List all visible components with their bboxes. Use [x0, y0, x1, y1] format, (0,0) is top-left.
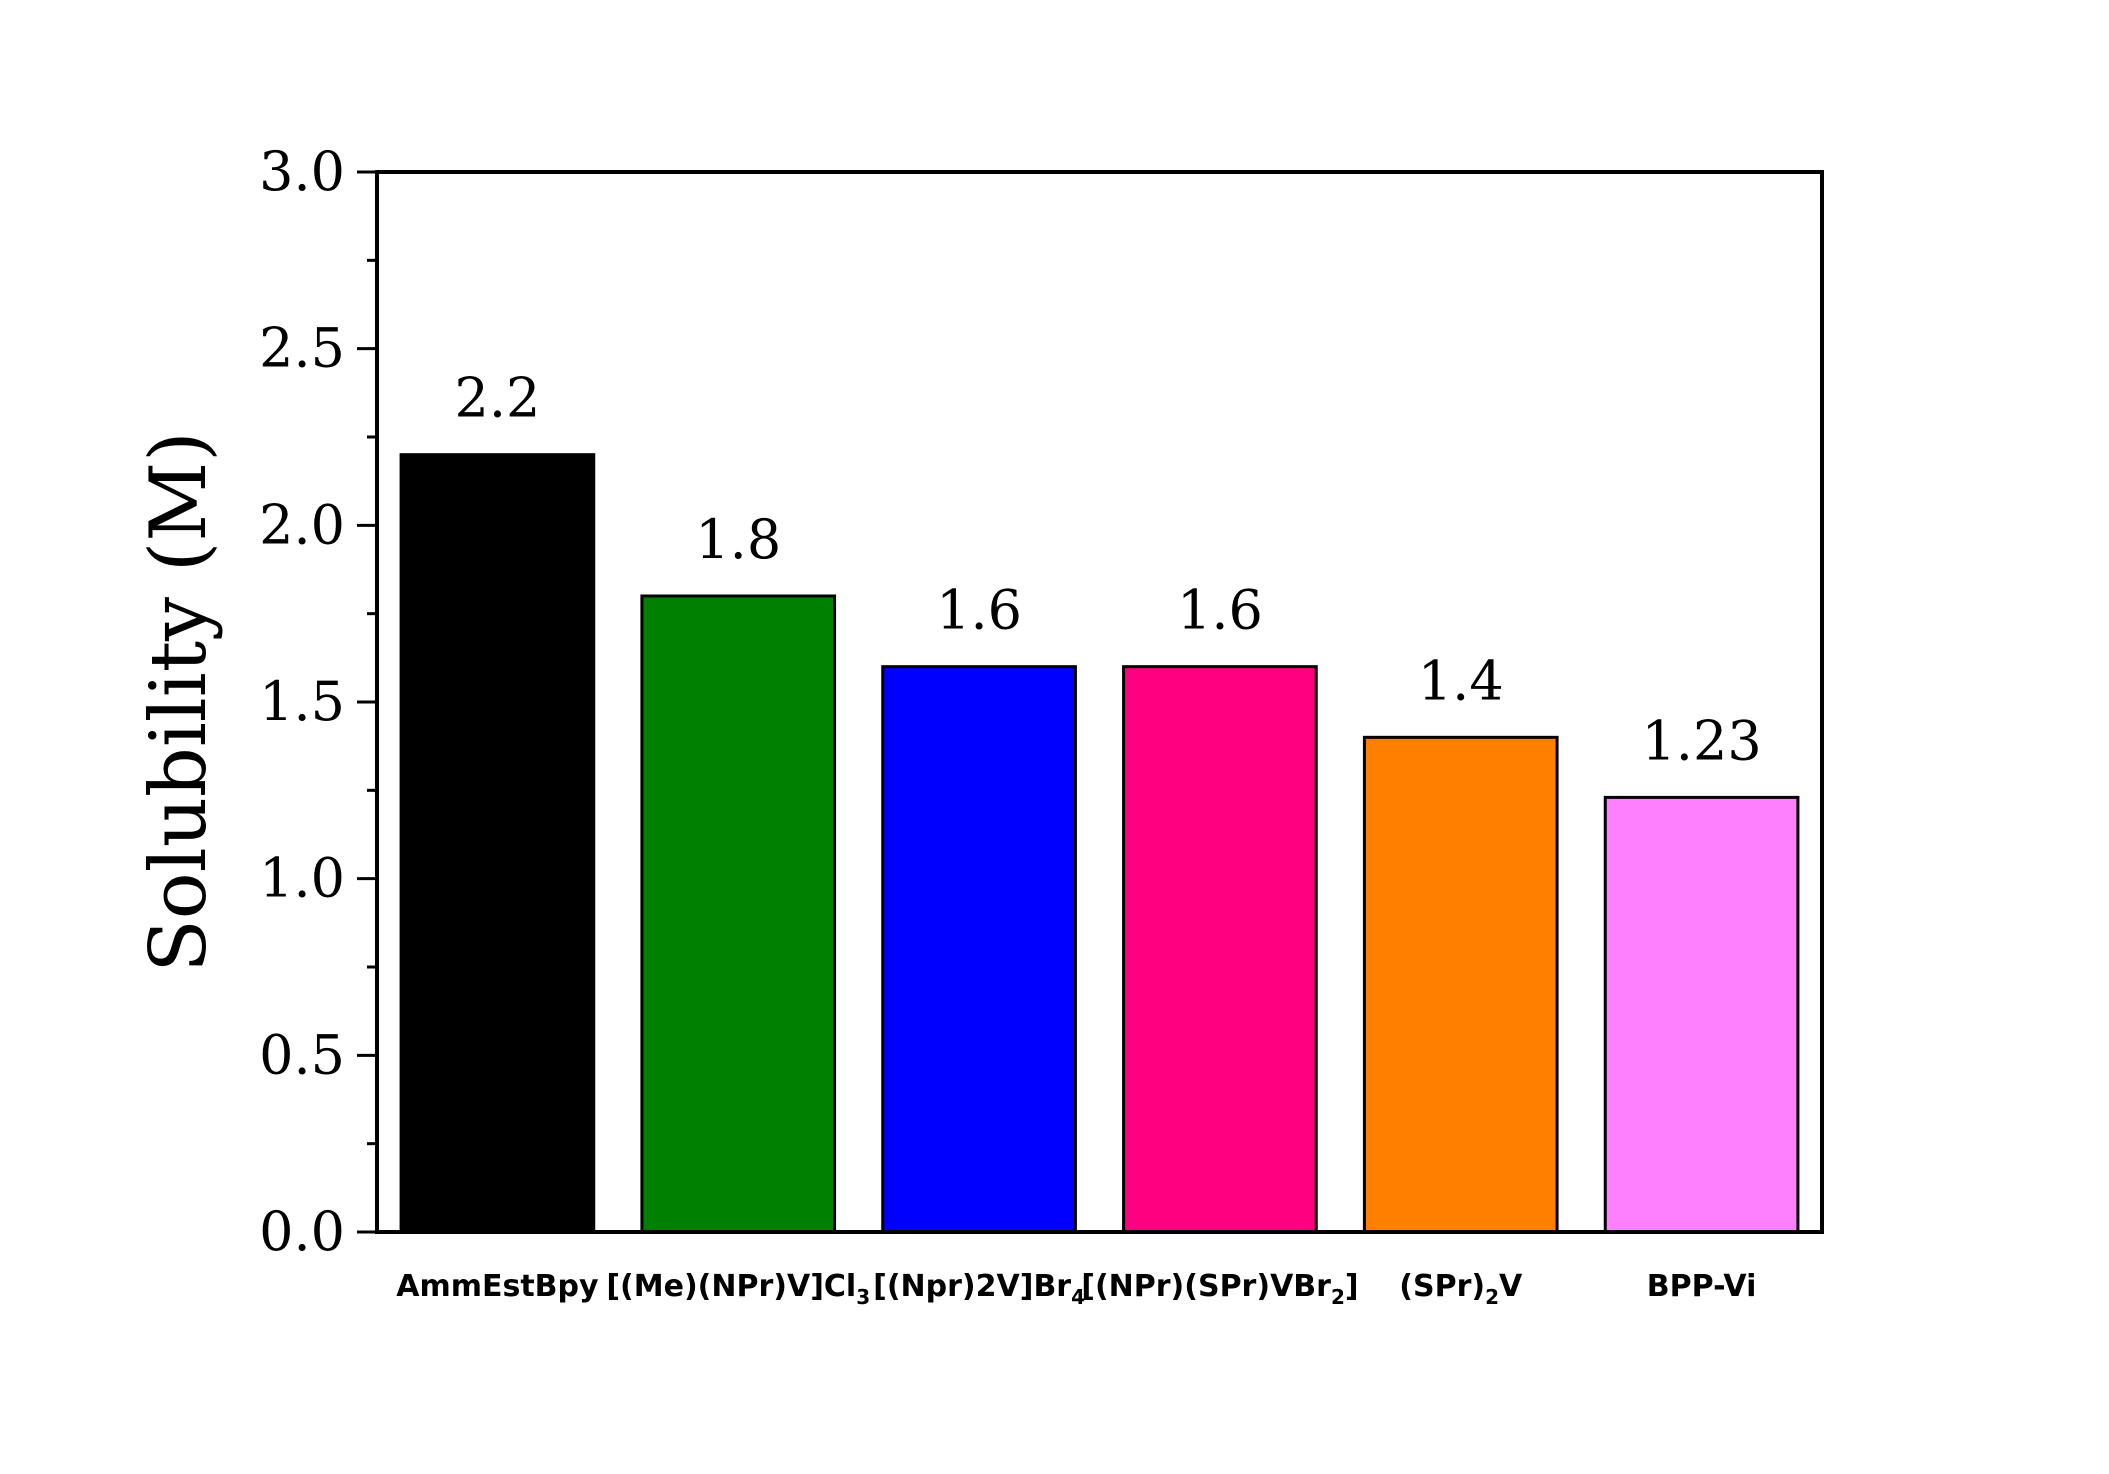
x-category-label: [(Npr)2V]Br4 [873, 1269, 1085, 1309]
bar [1122, 665, 1318, 1234]
bar-value-label: 1.6 [1177, 579, 1263, 642]
bar-value-label: 2.2 [454, 367, 540, 430]
bar [1362, 735, 1559, 1234]
y-tick-label: 1.0 [259, 847, 345, 910]
bar [1603, 795, 1800, 1234]
bar [640, 594, 837, 1234]
bar [399, 453, 596, 1234]
y-tick-label: 0.5 [259, 1023, 345, 1086]
y-axis-title: Solubility (M) [134, 431, 224, 972]
x-axis: AmmEstBpy [(Me)(NPr)V]Cl3 [(Npr)2V]Br4[(NP… [396, 1269, 1756, 1309]
bar-value-label: 1.23 [1641, 709, 1761, 772]
bar-value-label: 1.4 [1418, 649, 1504, 712]
bar [881, 665, 1077, 1234]
x-category-label: AmmEstBpy [396, 1269, 599, 1304]
y-tick-label: 3.0 [259, 140, 345, 203]
bar-value-label: 1.8 [695, 508, 781, 571]
y-tick-label: 0.0 [259, 1200, 345, 1263]
x-category-label: (SPr)2V [1399, 1269, 1523, 1309]
x-category-label: [(Me)(NPr)V]Cl3 [606, 1269, 870, 1309]
bar-value-label: 1.6 [936, 579, 1022, 642]
x-category-label: [(NPr)(SPr)VBr2] [1081, 1269, 1358, 1309]
bars-layer [399, 453, 1800, 1234]
x-category-label: BPP-Vi [1647, 1269, 1757, 1304]
y-tick-label: 1.5 [259, 670, 345, 733]
y-axis: 0.0 0.5 1.0 1.5 2.0 2.5 3.0 [259, 140, 377, 1263]
y-tick-label: 2.0 [259, 493, 345, 556]
y-tick-label: 2.5 [259, 317, 345, 380]
value-labels-layer: 2.2 1.8 1.6 1.6 1.4 1.23 [454, 367, 1761, 773]
